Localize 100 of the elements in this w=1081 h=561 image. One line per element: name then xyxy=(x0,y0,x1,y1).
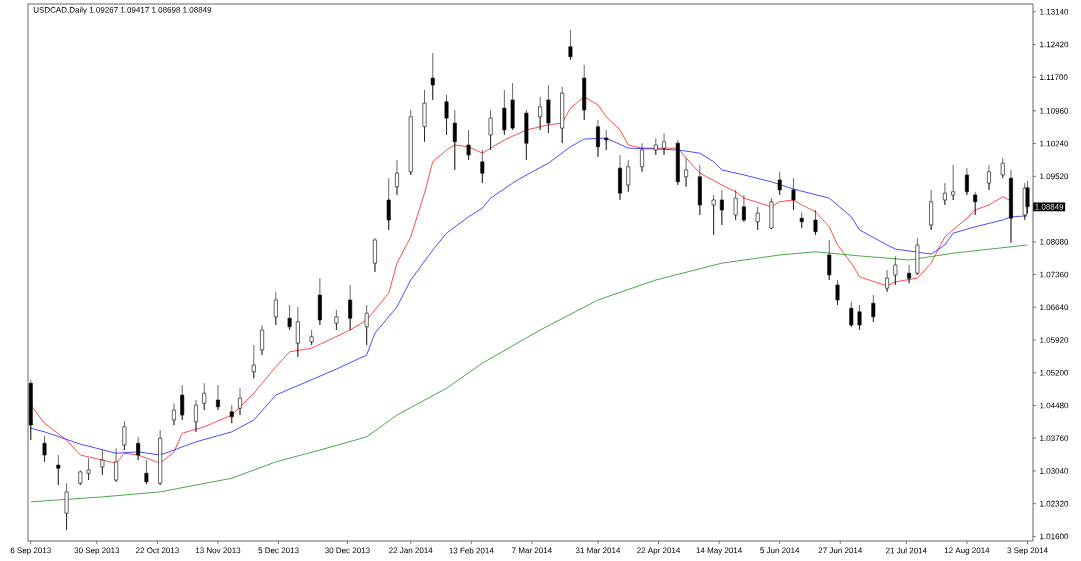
candlestick xyxy=(835,279,840,306)
x-tick-label: 6 Sep 2013 xyxy=(10,547,51,555)
candlestick xyxy=(78,469,83,486)
y-tick-label: 1.13140 xyxy=(1040,8,1069,15)
candlestick xyxy=(372,237,377,273)
candlestick xyxy=(697,164,702,216)
candlestick xyxy=(42,435,47,463)
candlestick xyxy=(893,256,898,286)
candlestick xyxy=(524,109,529,161)
candlestick xyxy=(466,129,471,161)
candlestick xyxy=(560,86,565,144)
candlestick xyxy=(568,29,573,61)
x-tick-label: 13 Nov 2013 xyxy=(195,547,241,554)
x-tick-label: 31 Mar 2014 xyxy=(575,547,621,554)
y-tick-label: 1.05920 xyxy=(1040,337,1069,343)
candlestick xyxy=(626,159,631,193)
candlestick xyxy=(194,399,198,433)
candlestick xyxy=(653,137,658,156)
candlestick xyxy=(596,119,600,158)
y-tick-label: 1.11700 xyxy=(1040,74,1068,81)
y-tick-label: 1.05200 xyxy=(1040,369,1069,376)
candlestick xyxy=(309,329,314,346)
x-tick-label: 14 May 2014 xyxy=(696,547,743,555)
x-tick-label: 5 Jun 2014 xyxy=(760,547,800,554)
candlestick xyxy=(973,191,978,216)
candlestick xyxy=(719,189,724,226)
candlestick xyxy=(711,194,716,236)
chart-title: USDCAD,Daily 1.09267 1.09417 1.08698 1.08849 xyxy=(33,6,212,15)
candlestick xyxy=(813,209,818,236)
candlestick xyxy=(86,457,91,481)
x-tick-label: 22 Oct 2013 xyxy=(136,547,179,554)
candlestick xyxy=(907,264,912,284)
candlestick xyxy=(741,194,746,223)
candlestick xyxy=(114,447,119,483)
text: 1.08849 xyxy=(1035,204,1064,210)
candlestick xyxy=(942,182,947,206)
candlestick xyxy=(238,387,242,416)
candlestick xyxy=(348,284,353,331)
candlestick xyxy=(216,384,220,411)
candlestick xyxy=(386,177,391,231)
x-tick-label: 30 Dec 2013 xyxy=(325,547,370,554)
candlestick xyxy=(951,164,956,201)
candlestick xyxy=(640,142,644,173)
candlestick xyxy=(755,206,760,231)
candlestick xyxy=(171,402,176,426)
candlestick xyxy=(502,89,507,136)
y-tick-label: 1.07360 xyxy=(1040,271,1069,278)
candlestick xyxy=(180,384,185,421)
candlestick xyxy=(964,167,969,196)
candlestick xyxy=(144,459,149,485)
candlestick xyxy=(675,139,680,186)
candlestick xyxy=(251,344,256,379)
candlestick xyxy=(260,324,265,356)
x-tick-label: 5 Dec 2013 xyxy=(258,547,299,554)
candlestick xyxy=(791,177,796,211)
candlestick xyxy=(769,197,774,230)
y-tick-label: 1.10960 xyxy=(1040,108,1069,114)
candlestick xyxy=(64,482,69,531)
candlestick xyxy=(408,109,413,176)
candlestick xyxy=(395,159,399,196)
candlestick xyxy=(1000,157,1005,179)
candlestick xyxy=(202,382,207,411)
candlestick xyxy=(364,304,369,346)
x-tick-label: 21 Jul 2014 xyxy=(886,547,927,554)
y-tick-label: 1.01600 xyxy=(1040,533,1069,540)
x-tick-label: 30 Sep 2013 xyxy=(74,547,120,555)
candlestick xyxy=(915,237,920,276)
candlestick xyxy=(604,129,609,151)
candlestick xyxy=(799,211,804,229)
candlestick xyxy=(452,109,457,171)
y-tick-label: 1.03040 xyxy=(1040,468,1069,474)
candlestick xyxy=(733,189,738,221)
y-tick-label: 1.04480 xyxy=(1040,402,1069,409)
candlestick xyxy=(662,132,666,156)
y-tick-label: 1.08080 xyxy=(1040,238,1069,245)
candlestick xyxy=(295,306,300,358)
x-tick-label: 7 Mar 2014 xyxy=(512,547,552,554)
y-tick-label: 1.10240 xyxy=(1040,140,1069,147)
candlestick xyxy=(334,309,339,331)
candlestick xyxy=(849,301,854,328)
candlestick xyxy=(430,52,435,101)
candlestick xyxy=(827,239,832,281)
candlestick xyxy=(56,454,61,486)
candlestick xyxy=(510,82,515,131)
candlestick xyxy=(885,269,890,293)
line-series xyxy=(30,244,1028,503)
candlestick xyxy=(546,84,551,134)
candlestick xyxy=(1022,182,1027,221)
candlestick xyxy=(480,149,485,184)
candlestick xyxy=(538,96,543,131)
candlestick xyxy=(444,94,449,136)
x-tick-label: 13 Feb 2014 xyxy=(449,547,494,554)
candlestick xyxy=(100,449,105,476)
candlestick xyxy=(122,420,127,451)
candlestick xyxy=(929,189,934,231)
candlestick xyxy=(857,304,862,331)
y-tick-label: 1.03760 xyxy=(1040,435,1069,442)
candlestick xyxy=(317,277,322,326)
candlestick xyxy=(1009,169,1013,243)
y-tick-label: 1.12420 xyxy=(1040,41,1069,48)
